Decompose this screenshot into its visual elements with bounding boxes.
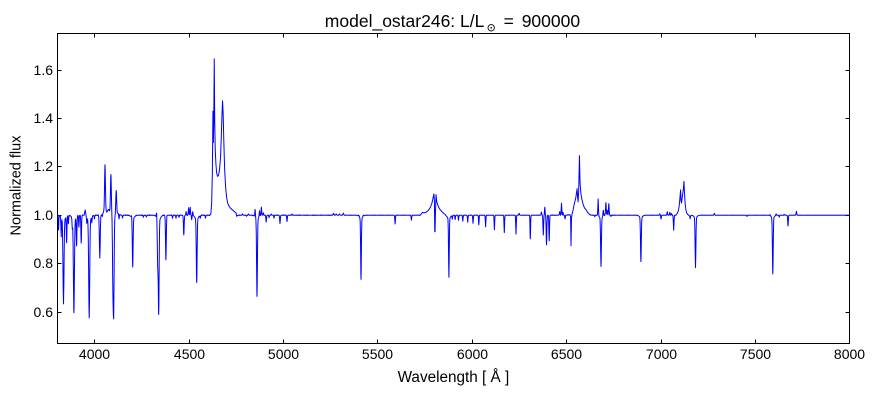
svg-text:900000: 900000 [522, 11, 581, 31]
svg-text:7000: 7000 [646, 346, 677, 362]
svg-text:6500: 6500 [551, 346, 582, 362]
svg-text:1.4: 1.4 [34, 110, 54, 126]
svg-text:8000: 8000 [834, 346, 865, 362]
svg-text:0.8: 0.8 [34, 255, 54, 271]
svg-text:1.0: 1.0 [34, 207, 54, 223]
svg-text:=: = [504, 11, 514, 31]
svg-text:model_ostar246: L/L: model_ostar246: L/L [325, 11, 485, 32]
svg-text:4500: 4500 [174, 346, 205, 362]
svg-text:6000: 6000 [457, 346, 488, 362]
svg-text:1.6: 1.6 [34, 62, 54, 78]
svg-text:Normalized flux: Normalized flux [9, 135, 25, 236]
svg-text:5000: 5000 [268, 346, 299, 362]
svg-text:5500: 5500 [362, 346, 393, 362]
svg-text:0.6: 0.6 [34, 304, 54, 320]
svg-text:7500: 7500 [740, 346, 771, 362]
svg-text:Wavelength [ Å ]: Wavelength [ Å ] [398, 369, 510, 386]
svg-text:1.2: 1.2 [34, 158, 54, 174]
svg-text:4000: 4000 [79, 346, 110, 362]
